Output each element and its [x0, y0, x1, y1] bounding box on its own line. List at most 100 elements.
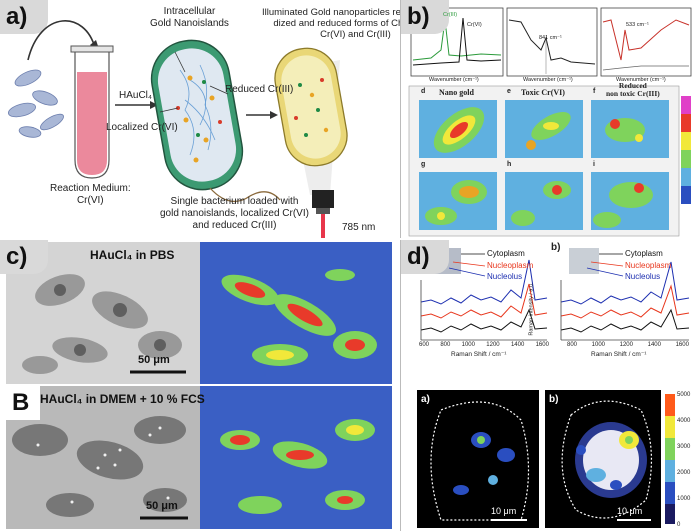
legend-nucleoplasm: Nucleoplasm — [487, 261, 534, 270]
map-letter-f: f — [593, 88, 596, 95]
tick-label: 800 — [567, 342, 578, 348]
panel-b-colorbar — [681, 96, 691, 204]
bacterium-cell — [150, 39, 281, 203]
panel-a-label: a) — [0, 0, 48, 34]
haucl4-label: HAuCl₄ — [119, 90, 152, 101]
panel-d-colorbar — [665, 394, 675, 524]
tick-label: 1400 — [510, 342, 525, 348]
legend-cytoplasm: Cytoplasm — [487, 249, 525, 258]
legend-nucleoplasm-b: Nucleoplasm — [625, 261, 672, 270]
raman-map-gold-2 — [419, 172, 497, 230]
subpanel-b-label: b) — [551, 242, 561, 253]
illuminated-label: Illuminated Gold nanoparticles revealing… — [262, 7, 401, 40]
panel-b: b) Cr(III) Cr(VI) 841 cm⁻¹ 533 cm⁻¹ Wave… — [401, 0, 697, 238]
spectra-b-cytoplasm — [560, 308, 690, 333]
raman-map-cr3 — [591, 100, 669, 158]
pbs-scale-label: 50 μm — [138, 354, 170, 366]
intracellular-label: Intracellular Gold Nanoislands — [150, 6, 229, 29]
colorbar-tick: 4000 — [677, 418, 691, 424]
map-b-label: b) — [549, 394, 559, 405]
tick-label: 1200 — [486, 342, 500, 348]
panel-a: a) — [0, 0, 401, 238]
dmem-scale-label: 50 μm — [146, 500, 178, 512]
spectrum-mid-line — [508, 19, 596, 65]
spec3-peak-label: 533 cm⁻¹ — [626, 22, 649, 28]
colorbar-tick: 3000 — [677, 444, 691, 450]
tick-label: 1000 — [591, 342, 605, 348]
tick-label: 800 — [440, 342, 451, 348]
spec2-xlabel: Wavenumber (cm⁻¹) — [523, 77, 573, 83]
map-b-hotspots — [575, 422, 647, 498]
reduced-cr3-label: Reduced Cr(III) — [225, 84, 294, 95]
panel-b-label: b) — [401, 0, 449, 34]
colorbar-tick: 2000 — [677, 470, 691, 476]
spectra-a-xlabel: Raman Shift / cm⁻¹ — [451, 351, 507, 358]
map-title-gold: Nano gold — [439, 88, 474, 97]
spec2-peak-label: 841 cm⁻¹ — [539, 35, 562, 41]
colorbar-tick: 1000 — [677, 496, 691, 502]
spec1-legend-cr6: Cr(VI) — [467, 22, 482, 28]
raman-map-gold — [419, 100, 497, 158]
test-tube-icon — [70, 45, 114, 179]
spectra-b-ylabel: Raman intensity / a.u. — [528, 282, 535, 336]
laser-wavelength-label: 785 nm — [342, 222, 376, 233]
pbs-raman-map — [221, 269, 377, 366]
map-a-scale-label: 10 μm — [491, 506, 517, 516]
tick-label: 1400 — [647, 342, 661, 348]
raman-map-cr3-2 — [591, 172, 669, 230]
map-letter-e: e — [507, 88, 511, 95]
tick-label: 600 — [419, 342, 430, 348]
spectrum-cr6-line — [412, 17, 502, 66]
colorbar-ticks: 5000 4000 3000 2000 1000 0 — [677, 392, 690, 528]
map-title-cr6: Toxic Cr(VI) — [521, 88, 565, 97]
pbs-caption: HAuCl₄ in PBS — [90, 248, 175, 262]
colorbar-tick: 5000 — [677, 392, 691, 398]
spectra-a-ticks: 600 800 1000 1200 1400 1600 — [419, 342, 549, 348]
map-title-cr3: Reduced non toxic Cr(III) — [606, 81, 660, 98]
spec1-xlabel: Wavenumber (cm⁻¹) — [429, 77, 479, 83]
spectra-a-cytoplasm — [420, 308, 548, 333]
single-bacterium-label: Single bacterium loaded with gold nanois… — [160, 196, 309, 231]
panel-d-figure — [417, 248, 690, 528]
map-letter-h: h — [507, 161, 512, 168]
dmem-raman-map — [220, 419, 375, 514]
localized-cr6-label: Localized Cr(VI) — [106, 122, 178, 133]
spec3-xlabel: Wavenumber (cm⁻¹) — [616, 77, 666, 83]
spectra-b-nucleolus — [560, 261, 690, 305]
spectra-b-xlabel: Raman Shift / cm⁻¹ — [591, 351, 647, 358]
map-letter-g: g — [421, 161, 426, 168]
map-letter-d: d — [421, 88, 426, 95]
colorbar-tick: 0 — [677, 522, 681, 528]
raman-map-cr6-2 — [505, 172, 583, 230]
map-a-label: a) — [421, 394, 430, 405]
dmem-caption: HAuCl₄ in DMEM + 10 % FCS — [40, 392, 205, 406]
spec1-legend-cr3: Cr(III) — [443, 12, 458, 18]
laser-icon — [312, 190, 334, 238]
legend-nucleolus-b: Nucleolus — [625, 272, 661, 281]
panel-d-label: d) — [401, 240, 449, 274]
tick-label: 1600 — [675, 342, 689, 348]
tick-label: 1000 — [461, 342, 475, 348]
spectra-b-ticks: 800 1000 1200 1400 1600 — [567, 342, 689, 348]
legend-cytoplasm-b: Cytoplasm — [625, 249, 663, 258]
reaction-medium-label: Reaction Medium: Cr(VI) — [50, 183, 131, 206]
legend-nucleolus: Nucleolus — [487, 272, 523, 281]
map-letter-i: i — [593, 161, 595, 168]
panel-a-illustration — [7, 20, 348, 238]
panel-c-label: c) — [0, 240, 48, 274]
bacteria-cluster — [7, 69, 64, 138]
panel-b-figure — [408, 7, 692, 237]
spectra-a-nucleoplasm — [420, 283, 548, 319]
panel-c: c) HAuCl₄ in PBS 50 μm B HAuCl₄ in DMEM … — [0, 240, 401, 531]
spectrum-red-line — [602, 19, 690, 61]
dmem-cells — [12, 416, 187, 517]
map-b-scale-label: 10 μm — [617, 506, 643, 516]
illuminated-bacterium — [274, 47, 348, 195]
spectrum-cr3-line — [412, 19, 502, 61]
tick-label: 1600 — [535, 342, 549, 348]
map-a-hotspots — [453, 432, 515, 495]
panel-c-bottom-label: B — [6, 386, 40, 420]
raman-map-cr6 — [505, 100, 583, 158]
tick-label: 1200 — [619, 342, 633, 348]
spectra-b-nucleoplasm — [560, 284, 690, 319]
